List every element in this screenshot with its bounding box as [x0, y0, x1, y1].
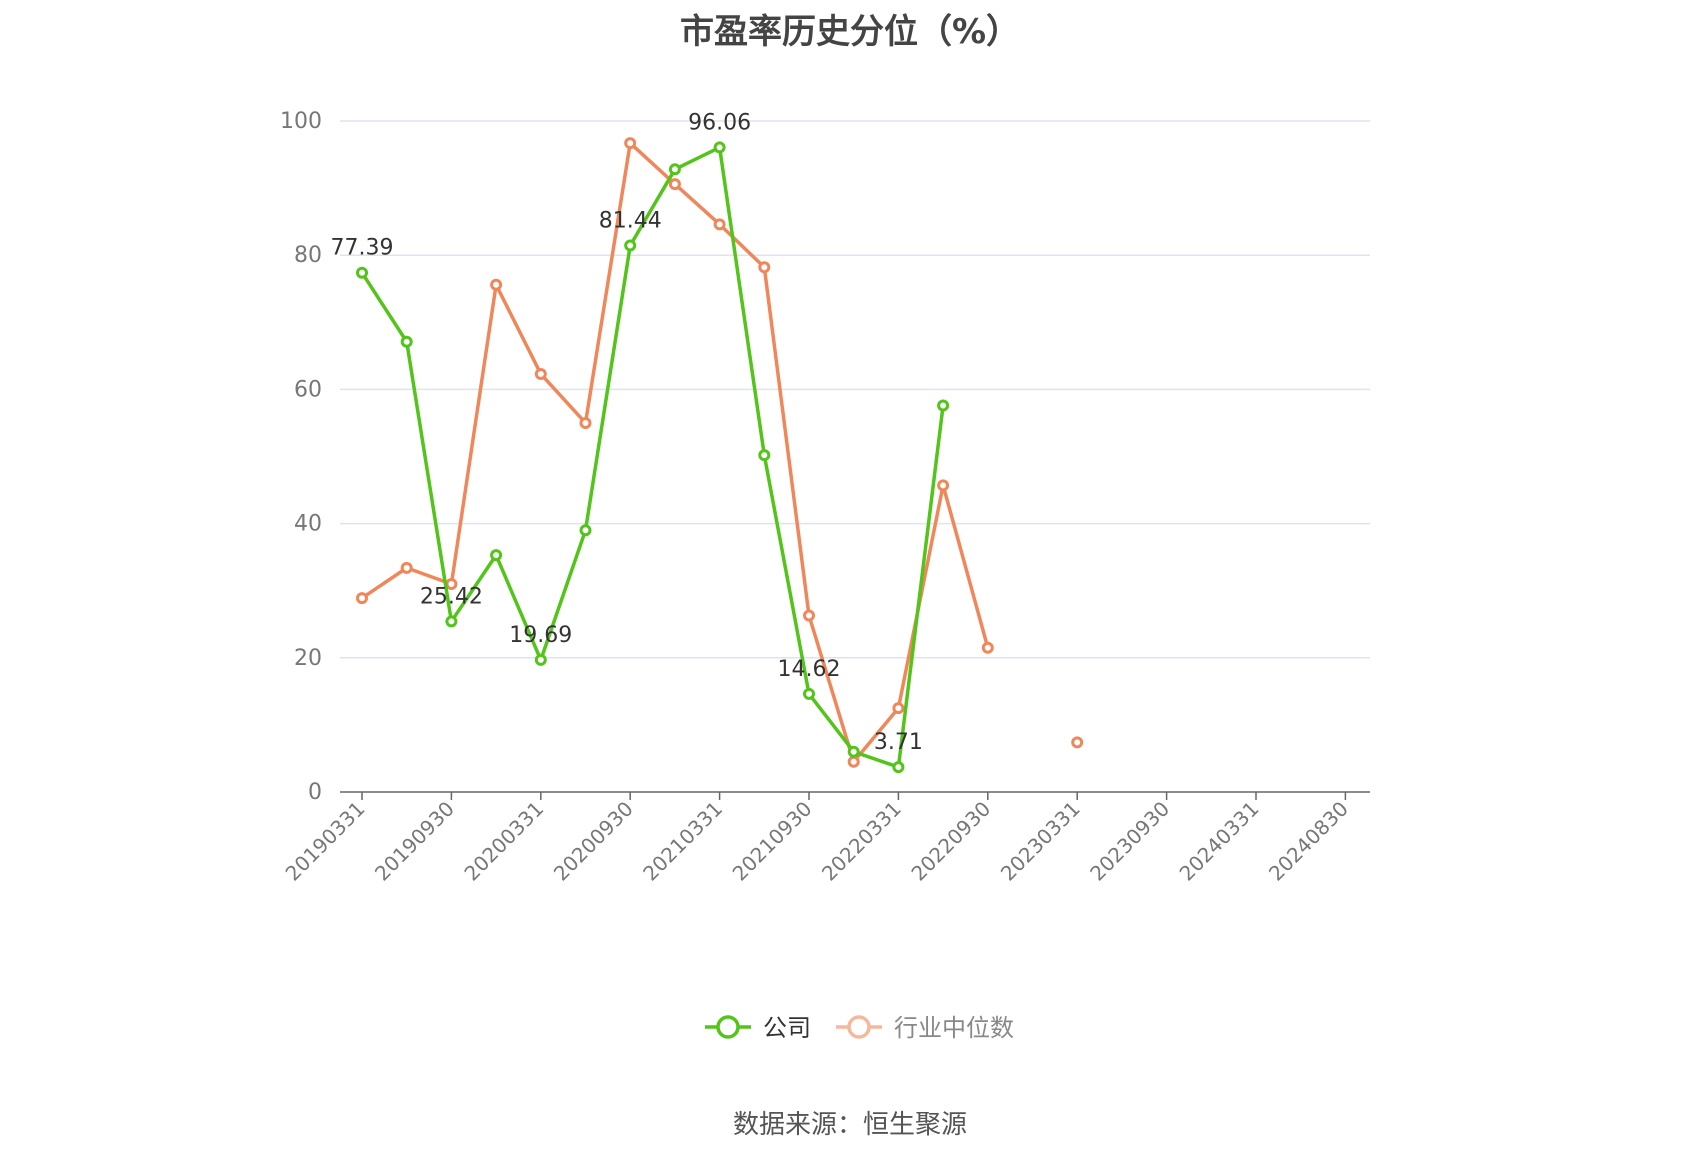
data-point [937, 399, 950, 412]
data-point [981, 641, 994, 654]
data-point [668, 163, 681, 176]
data-point [892, 761, 905, 774]
data-point [758, 261, 771, 274]
data-point [892, 702, 905, 715]
y-axis-ticks: 0 20 40 60 80 100 [280, 109, 322, 805]
data-label: 81.44 [599, 209, 662, 234]
data-point [534, 367, 547, 380]
data-point [490, 549, 503, 562]
x-tick-label: 20210930 [728, 797, 817, 886]
x-tick-label: 20200331 [459, 797, 548, 886]
series-line [361, 141, 990, 764]
legend-marker [716, 1015, 740, 1039]
data-point [400, 561, 413, 574]
series-group: 77.39 25.42 19.69 81.44 96.06 14.62 3.71 [331, 110, 1084, 774]
data-label: 19.69 [509, 623, 572, 648]
x-tick-label: 20190331 [281, 797, 370, 886]
legend: 公司 行业中位数 [705, 1014, 1014, 1042]
data-point [579, 416, 592, 429]
legend-label: 公司 [763, 1014, 811, 1042]
data-point [624, 137, 637, 150]
series-公司: 77.39 25.42 19.69 81.44 96.06 14.62 3.71 [331, 110, 950, 774]
x-tick-label: 20240331 [1175, 797, 1264, 886]
x-tick-label: 20210331 [638, 797, 727, 886]
data-point [668, 178, 681, 191]
data-source: 数据来源：恒生聚源 [732, 1110, 967, 1140]
y-tick-label: 100 [280, 109, 322, 134]
legend-marker [847, 1015, 871, 1039]
data-point [803, 609, 815, 622]
legend-label: 行业中位数 [894, 1014, 1014, 1042]
y-tick-label: 20 [294, 646, 322, 671]
data-point [758, 449, 771, 462]
data-point [624, 239, 637, 252]
data-point [356, 266, 368, 279]
data-point [534, 653, 547, 666]
data-label: 3.71 [874, 730, 923, 755]
y-tick-label: 80 [294, 243, 322, 268]
data-point [400, 335, 413, 348]
x-tick-label: 20190930 [370, 797, 459, 886]
y-tick-label: 0 [308, 780, 322, 805]
data-label: 96.06 [688, 110, 751, 135]
y-tick-label: 60 [294, 377, 322, 402]
x-tick-label: 20220930 [906, 797, 995, 886]
data-point [937, 479, 950, 492]
legend-item[interactable]: 公司 [705, 1014, 811, 1042]
data-point [803, 687, 815, 700]
grid-lines [340, 120, 1370, 659]
data-point [490, 278, 503, 291]
legend-item[interactable]: 行业中位数 [836, 1014, 1014, 1042]
x-tick-label: 20230930 [1085, 797, 1174, 886]
data-point [1071, 736, 1084, 749]
data-point [579, 524, 592, 537]
data-label: 77.39 [331, 236, 394, 261]
x-tick-label: 20220331 [817, 797, 906, 886]
data-point [356, 592, 368, 605]
data-label: 25.42 [420, 584, 483, 609]
series-line [360, 145, 945, 769]
data-point [847, 745, 860, 758]
data-label: 14.62 [778, 657, 841, 682]
chart-title: 市盈率历史分位（%） [679, 12, 1021, 52]
data-point [445, 615, 458, 628]
x-tick-label: 20200930 [549, 797, 638, 886]
data-point [847, 755, 860, 768]
data-point [713, 141, 726, 154]
x-tick-label: 20240830 [1264, 797, 1353, 886]
series-行业中位数 [356, 137, 1084, 768]
data-point [713, 218, 726, 231]
x-tick-label: 20230331 [996, 797, 1085, 886]
x-axis: 20190331 20190930 20200331 20200930 20210331… [281, 791, 1370, 886]
y-tick-label: 40 [294, 512, 322, 537]
